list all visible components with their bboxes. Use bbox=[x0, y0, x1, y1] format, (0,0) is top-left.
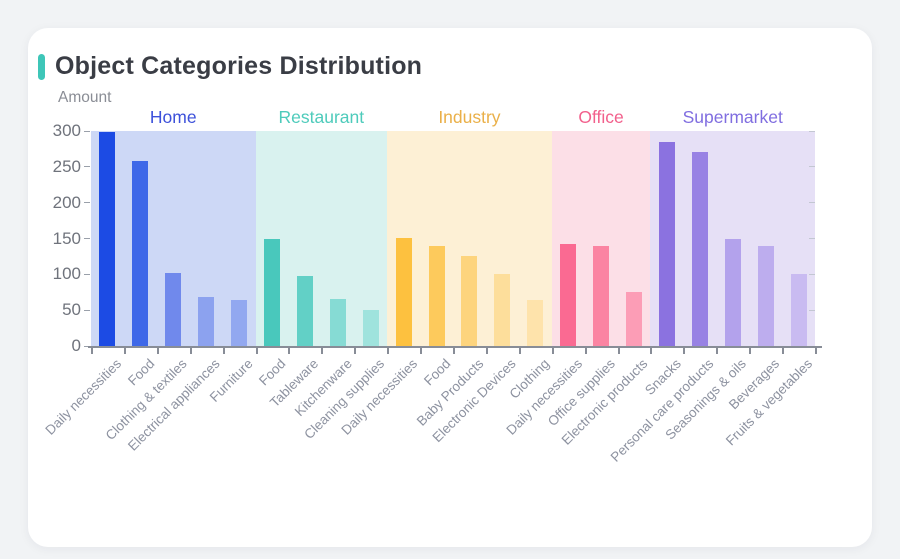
bar-clothing-textiles bbox=[165, 272, 182, 346]
y-axis-title: Amount bbox=[58, 89, 112, 106]
x-axis-tick-mark bbox=[387, 348, 390, 354]
x-axis-tick-mark bbox=[815, 348, 817, 354]
bar-kitchenware bbox=[329, 298, 346, 346]
y-axis-right-tick-mark bbox=[809, 166, 815, 168]
y-axis-right-tick-mark bbox=[809, 238, 815, 239]
bar-beverages bbox=[757, 245, 774, 346]
bar-electronic-devices bbox=[494, 274, 511, 346]
y-axis-tick-label: 150 bbox=[52, 228, 81, 248]
y-axis-right-tick-mark bbox=[809, 202, 815, 204]
y-axis-tick-mark bbox=[84, 238, 90, 239]
x-axis-tick-mark bbox=[255, 348, 258, 354]
chart-header: Object Categories Distribution bbox=[38, 52, 422, 81]
bar-cleaning-supplies bbox=[362, 310, 379, 346]
x-axis-tick-mark bbox=[123, 348, 126, 354]
bar-electrical-appliances bbox=[198, 297, 215, 346]
x-axis-tick-mark bbox=[683, 348, 686, 354]
bar-furniture bbox=[231, 300, 248, 346]
y-axis-tick-mark bbox=[84, 345, 90, 347]
y-axis-tick-mark bbox=[84, 273, 90, 275]
y-axis-right-tick-mark bbox=[809, 309, 815, 311]
x-axis-tick-mark bbox=[453, 348, 455, 354]
y-axis-tick-label: 100 bbox=[52, 264, 81, 284]
bar-daily-necessities bbox=[395, 237, 412, 346]
group-label-industry: Industry bbox=[438, 107, 501, 127]
x-axis-tick-mark bbox=[584, 348, 587, 354]
y-axis-right-tick-mark bbox=[809, 130, 815, 132]
bar-fruits-vegetables bbox=[790, 273, 807, 346]
bar-seasonings-oils bbox=[724, 239, 741, 346]
y-axis-tick-mark bbox=[84, 130, 90, 132]
bar-food bbox=[132, 161, 149, 346]
x-axis-tick-mark bbox=[354, 348, 357, 354]
bar-food bbox=[264, 239, 280, 346]
x-axis-tick-mark bbox=[485, 348, 488, 354]
x-axis-tick-mark bbox=[551, 348, 554, 354]
bar-daily-necessities bbox=[99, 132, 116, 346]
chart-card: Object Categories Distribution Amount Ho… bbox=[28, 28, 872, 547]
bar-food bbox=[428, 245, 445, 346]
y-axis-tick-mark bbox=[84, 202, 90, 204]
title-accent-bar bbox=[38, 53, 45, 80]
x-axis-tick-mark bbox=[518, 348, 521, 354]
y-axis-tick-label: 250 bbox=[52, 156, 81, 176]
bar-snacks bbox=[658, 142, 675, 346]
bar-electronic-products bbox=[626, 291, 642, 346]
group-label-home: Home bbox=[149, 107, 197, 127]
group-label-office: Office bbox=[578, 107, 624, 127]
x-axis-tick-mark bbox=[321, 348, 324, 354]
x-axis-tick-mark bbox=[222, 348, 225, 354]
x-axis-tick-mark bbox=[420, 348, 423, 354]
bar-baby-products bbox=[461, 255, 478, 346]
group-label-supermarket: Supermarket bbox=[682, 107, 783, 127]
x-axis-line bbox=[88, 346, 822, 348]
bar-office-supplies bbox=[593, 245, 610, 346]
x-axis-tick-mark bbox=[91, 348, 93, 354]
x-axis-tick-mark bbox=[650, 348, 653, 354]
x-axis-tick-mark bbox=[288, 348, 291, 354]
x-axis-tick-mark bbox=[189, 348, 192, 354]
chart-title: Object Categories Distribution bbox=[55, 52, 423, 80]
bar-daily-necessities bbox=[560, 243, 577, 346]
x-axis-tick-mark bbox=[156, 348, 159, 354]
x-axis-tick-mark bbox=[716, 348, 719, 354]
plot-area: Home Restaurant Industry Office Supermarket 0… bbox=[28, 28, 872, 547]
bar-clothing bbox=[527, 300, 544, 346]
y-axis-tick-mark bbox=[84, 166, 90, 168]
y-axis-tick-label: 200 bbox=[52, 192, 81, 212]
y-axis-tick-label: 300 bbox=[52, 121, 81, 140]
x-axis-tick-mark bbox=[782, 348, 785, 354]
bar-personal-care-products bbox=[691, 151, 708, 346]
y-axis-tick-label: 0 bbox=[71, 336, 81, 355]
y-axis-right-tick-mark bbox=[809, 273, 815, 275]
group-label-restaurant: Restaurant bbox=[278, 107, 365, 127]
y-axis-tick-mark bbox=[84, 309, 90, 311]
x-axis-tick-mark bbox=[617, 348, 620, 354]
x-axis-tick-mark bbox=[749, 348, 752, 354]
bar-tableware bbox=[296, 275, 313, 346]
y-axis-tick-label: 50 bbox=[62, 300, 81, 320]
